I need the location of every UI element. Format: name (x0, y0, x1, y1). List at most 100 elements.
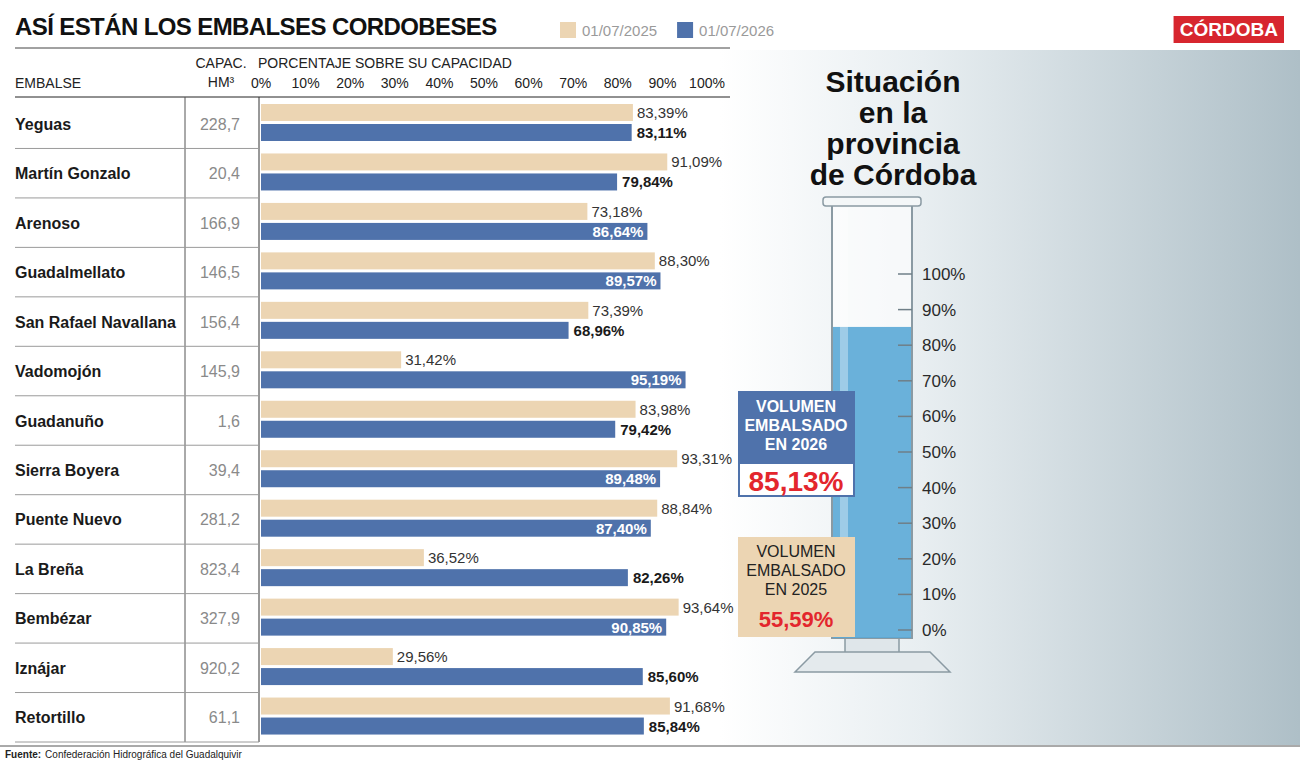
gauge-title: Situaciónen laprovinciade Córdoba (810, 65, 977, 191)
tick-label: 100% (689, 75, 725, 91)
bar (261, 351, 401, 368)
text-line: Situación (825, 65, 960, 98)
row-separator (15, 643, 259, 644)
bar (261, 153, 667, 170)
category-label: Puente Nuevo (15, 511, 122, 528)
bar (261, 668, 643, 685)
data-label: 95,19% (631, 371, 682, 388)
capacity-value: 20,4 (209, 165, 240, 182)
category-label: Bembézar (15, 610, 91, 627)
text-line: en la (859, 96, 928, 129)
data-label: 89,48% (605, 470, 656, 487)
capacity-value: 327,9 (200, 610, 240, 627)
gauge-tick (898, 344, 912, 346)
cylinder-rim (823, 197, 921, 206)
tick-label: 20% (336, 75, 364, 91)
bar (261, 272, 660, 289)
gauge-tick (898, 594, 912, 596)
text-line: provincia (826, 127, 960, 160)
row-separator (15, 593, 259, 594)
column-divider (185, 97, 186, 742)
bar (261, 500, 657, 517)
data-label: 85,84% (649, 718, 700, 735)
gauge-tick-label: 100% (922, 265, 965, 284)
tick-label: 30% (381, 75, 409, 91)
volume-label: VOLUMENEMBALSADOEN 2025 (746, 543, 846, 598)
column-header: EMBALSE (15, 75, 81, 91)
gauge-tick (898, 380, 912, 382)
row-separator (15, 445, 259, 446)
capacity-value: 823,4 (200, 561, 240, 578)
data-label: 83,11% (637, 124, 687, 141)
data-label: 83,39% (637, 104, 688, 121)
bar (261, 401, 636, 418)
text-line: CAPAC. (195, 55, 246, 71)
text-line: VOLUMEN (756, 398, 836, 415)
chart-title: ASÍ ESTÁN LOS EMBALSES CORDOBESES (15, 13, 497, 40)
volume-label: VOLUMEN EMBALSADO EN 2026 (744, 398, 847, 453)
capacity-value: 146,5 (200, 264, 240, 281)
row-separator (15, 692, 259, 693)
data-label: 73,39% (592, 302, 643, 319)
tick-label: 10% (292, 75, 320, 91)
bar (261, 569, 628, 586)
row-separator (15, 197, 259, 198)
tick-label: 70% (559, 75, 587, 91)
gauge-tick-label: 70% (922, 372, 956, 391)
capacity-value: 156,4 (200, 314, 240, 331)
data-label: 31,42% (405, 351, 456, 368)
bar (261, 203, 587, 220)
gauge-tick (898, 416, 912, 418)
category-label: Yeguas (15, 116, 71, 133)
capacity-value: 281,2 (200, 511, 240, 528)
data-label: 82,26% (633, 569, 684, 586)
text-line: de Córdoba (810, 158, 977, 191)
gauge-tick-label: 0% (922, 621, 947, 640)
bar (261, 371, 686, 388)
bar (261, 252, 655, 269)
capacity-value: 1,6 (218, 413, 240, 430)
tick-label: 0% (251, 75, 271, 91)
bar (261, 648, 393, 665)
capacity-value: 228,7 (200, 116, 240, 133)
gauge-tick (898, 273, 912, 275)
page: { "header": {"logo": "CÓRDOBA"}, "chart_… (0, 0, 1300, 763)
tick-label: 40% (425, 75, 453, 91)
row-separator (15, 742, 259, 743)
data-label: 29,56% (397, 648, 448, 665)
data-label: 91,09% (671, 153, 722, 170)
data-label: 85,60% (648, 668, 699, 685)
bar (261, 124, 632, 141)
capacity-value: 145,9 (200, 363, 240, 380)
data-label: 73,18% (591, 203, 642, 220)
text-line: HM³ (208, 74, 235, 90)
bar (261, 421, 615, 438)
bar (261, 599, 679, 616)
gauge-tick (898, 451, 912, 453)
text-line: EMBALSADO (744, 417, 847, 434)
data-label: 83,98% (640, 401, 691, 418)
data-label: 90,85% (611, 619, 662, 636)
row-separator (15, 544, 259, 545)
photo-background (720, 50, 1300, 745)
category-label: Guadalmellato (15, 264, 125, 281)
data-label: 87,40% (596, 520, 647, 537)
data-label: 79,84% (622, 173, 673, 190)
gauge-tick (898, 487, 912, 489)
category-label: La Breña (15, 561, 84, 578)
chart-canvas: ASÍ ESTÁN LOS EMBALSES CORDOBESESCÓRDOBA… (0, 0, 1300, 763)
gauge-tick-label: 10% (922, 585, 956, 604)
text-line: EN 2026 (765, 436, 827, 453)
gauge-tick (898, 309, 912, 311)
row-separator (15, 494, 259, 495)
volume-box-2026 (738, 391, 855, 497)
bar (261, 302, 588, 319)
gauge-tick (898, 558, 912, 560)
data-label: 89,57% (606, 272, 657, 289)
data-label: 91,68% (674, 698, 725, 715)
capacity-value: 920,2 (200, 660, 240, 677)
gauge-tick (898, 629, 912, 631)
tick-label: 90% (648, 75, 676, 91)
header-rule (15, 48, 730, 49)
bar (261, 698, 670, 715)
